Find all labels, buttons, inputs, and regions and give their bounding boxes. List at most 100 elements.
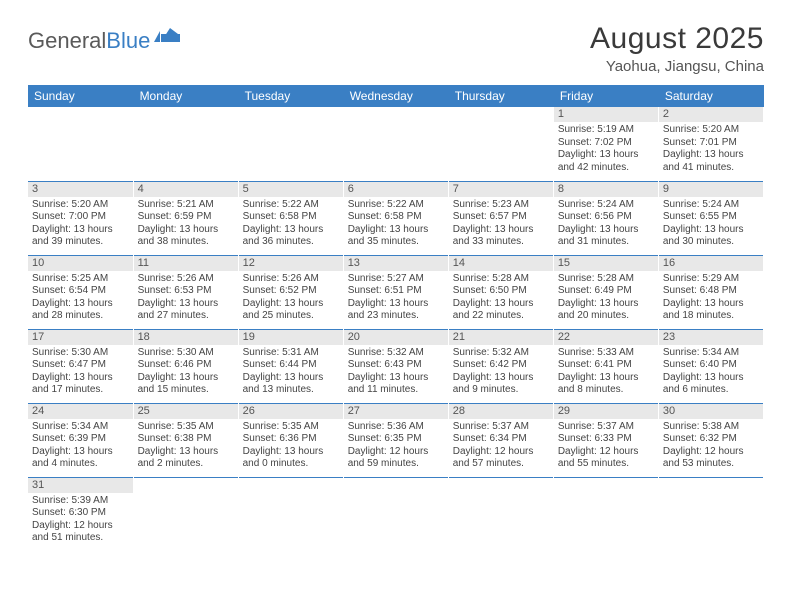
calendar-cell-empty — [448, 477, 553, 551]
day-number: 2 — [659, 107, 763, 122]
day-number: 9 — [659, 182, 763, 197]
sunset-text: Sunset: 6:39 PM — [32, 433, 129, 446]
sunset-text: Sunset: 6:32 PM — [663, 433, 759, 446]
daylight-text: Daylight: 13 hours and 39 minutes. — [32, 224, 129, 249]
calendar-row: 1Sunrise: 5:19 AMSunset: 7:02 PMDaylight… — [28, 107, 764, 181]
sunrise-text: Sunrise: 5:23 AM — [453, 199, 549, 212]
calendar-cell: 10Sunrise: 5:25 AMSunset: 6:54 PMDayligh… — [28, 255, 133, 329]
sunrise-text: Sunrise: 5:25 AM — [32, 273, 129, 286]
sunset-text: Sunset: 6:55 PM — [663, 211, 759, 224]
calendar-cell: 28Sunrise: 5:37 AMSunset: 6:34 PMDayligh… — [448, 403, 553, 477]
sunset-text: Sunset: 6:57 PM — [453, 211, 549, 224]
calendar-row: 24Sunrise: 5:34 AMSunset: 6:39 PMDayligh… — [28, 403, 764, 477]
calendar-cell: 30Sunrise: 5:38 AMSunset: 6:32 PMDayligh… — [658, 403, 763, 477]
daylight-text: Daylight: 13 hours and 23 minutes. — [348, 298, 444, 323]
sunset-text: Sunset: 6:34 PM — [453, 433, 549, 446]
calendar-cell: 4Sunrise: 5:21 AMSunset: 6:59 PMDaylight… — [133, 181, 238, 255]
daylight-text: Daylight: 13 hours and 0 minutes. — [243, 446, 339, 471]
sunset-text: Sunset: 6:48 PM — [663, 285, 759, 298]
calendar-cell: 12Sunrise: 5:26 AMSunset: 6:52 PMDayligh… — [238, 255, 343, 329]
sunrise-text: Sunrise: 5:37 AM — [558, 421, 654, 434]
weekday-header: Sunday — [28, 85, 133, 107]
sunrise-text: Sunrise: 5:37 AM — [453, 421, 549, 434]
calendar-cell: 8Sunrise: 5:24 AMSunset: 6:56 PMDaylight… — [553, 181, 658, 255]
daylight-text: Daylight: 13 hours and 11 minutes. — [348, 372, 444, 397]
sunrise-text: Sunrise: 5:27 AM — [348, 273, 444, 286]
calendar-cell-empty — [238, 107, 343, 181]
calendar-row: 31Sunrise: 5:39 AMSunset: 6:30 PMDayligh… — [28, 477, 764, 551]
sunset-text: Sunset: 6:53 PM — [138, 285, 234, 298]
calendar-cell: 22Sunrise: 5:33 AMSunset: 6:41 PMDayligh… — [553, 329, 658, 403]
sunset-text: Sunset: 6:41 PM — [558, 359, 654, 372]
sunset-text: Sunset: 7:02 PM — [558, 137, 654, 150]
daylight-text: Daylight: 13 hours and 18 minutes. — [663, 298, 759, 323]
sunrise-text: Sunrise: 5:32 AM — [453, 347, 549, 360]
calendar-cell: 15Sunrise: 5:28 AMSunset: 6:49 PMDayligh… — [553, 255, 658, 329]
calendar-cell: 2Sunrise: 5:20 AMSunset: 7:01 PMDaylight… — [658, 107, 763, 181]
sunset-text: Sunset: 6:51 PM — [348, 285, 444, 298]
daylight-text: Daylight: 12 hours and 55 minutes. — [558, 446, 654, 471]
day-number: 6 — [344, 182, 448, 197]
header: GeneralBlue August 2025 Yaohua, Jiangsu,… — [28, 22, 764, 75]
daylight-text: Daylight: 12 hours and 53 minutes. — [663, 446, 759, 471]
page-subtitle: Yaohua, Jiangsu, China — [590, 58, 764, 75]
day-number: 22 — [554, 330, 658, 345]
weekday-header: Wednesday — [343, 85, 448, 107]
day-number: 15 — [554, 256, 658, 271]
sunset-text: Sunset: 6:54 PM — [32, 285, 129, 298]
day-number: 4 — [134, 182, 238, 197]
title-block: August 2025 Yaohua, Jiangsu, China — [590, 22, 764, 75]
page-title: August 2025 — [590, 22, 764, 56]
logo-flag-icon — [154, 28, 182, 46]
sunset-text: Sunset: 6:47 PM — [32, 359, 129, 372]
sunrise-text: Sunrise: 5:22 AM — [348, 199, 444, 212]
daylight-text: Daylight: 12 hours and 57 minutes. — [453, 446, 549, 471]
day-number: 5 — [239, 182, 343, 197]
sunrise-text: Sunrise: 5:29 AM — [663, 273, 759, 286]
daylight-text: Daylight: 13 hours and 38 minutes. — [138, 224, 234, 249]
sunrise-text: Sunrise: 5:28 AM — [558, 273, 654, 286]
sunrise-text: Sunrise: 5:32 AM — [348, 347, 444, 360]
sunrise-text: Sunrise: 5:22 AM — [243, 199, 339, 212]
calendar-cell-empty — [133, 107, 238, 181]
calendar-cell: 29Sunrise: 5:37 AMSunset: 6:33 PMDayligh… — [553, 403, 658, 477]
sunrise-text: Sunrise: 5:26 AM — [243, 273, 339, 286]
sunset-text: Sunset: 6:43 PM — [348, 359, 444, 372]
sunrise-text: Sunrise: 5:21 AM — [138, 199, 234, 212]
sunrise-text: Sunrise: 5:26 AM — [138, 273, 234, 286]
day-number: 20 — [344, 330, 448, 345]
day-number: 31 — [28, 478, 133, 493]
daylight-text: Daylight: 13 hours and 15 minutes. — [138, 372, 234, 397]
day-number: 30 — [659, 404, 763, 419]
sunset-text: Sunset: 7:01 PM — [663, 137, 759, 150]
sunrise-text: Sunrise: 5:31 AM — [243, 347, 339, 360]
daylight-text: Daylight: 13 hours and 20 minutes. — [558, 298, 654, 323]
day-number: 14 — [449, 256, 553, 271]
calendar-cell: 19Sunrise: 5:31 AMSunset: 6:44 PMDayligh… — [238, 329, 343, 403]
calendar-row: 10Sunrise: 5:25 AMSunset: 6:54 PMDayligh… — [28, 255, 764, 329]
calendar-cell: 1Sunrise: 5:19 AMSunset: 7:02 PMDaylight… — [553, 107, 658, 181]
sunrise-text: Sunrise: 5:20 AM — [32, 199, 129, 212]
calendar-cell: 6Sunrise: 5:22 AMSunset: 6:58 PMDaylight… — [343, 181, 448, 255]
daylight-text: Daylight: 13 hours and 2 minutes. — [138, 446, 234, 471]
daylight-text: Daylight: 13 hours and 30 minutes. — [663, 224, 759, 249]
weekday-header: Tuesday — [238, 85, 343, 107]
calendar-cell: 5Sunrise: 5:22 AMSunset: 6:58 PMDaylight… — [238, 181, 343, 255]
calendar-cell: 24Sunrise: 5:34 AMSunset: 6:39 PMDayligh… — [28, 403, 133, 477]
day-number: 26 — [239, 404, 343, 419]
sunset-text: Sunset: 6:44 PM — [243, 359, 339, 372]
sunset-text: Sunset: 7:00 PM — [32, 211, 129, 224]
day-number: 17 — [28, 330, 133, 345]
day-number: 24 — [28, 404, 133, 419]
daylight-text: Daylight: 13 hours and 17 minutes. — [32, 372, 129, 397]
day-number: 27 — [344, 404, 448, 419]
logo-text-1: General — [28, 28, 106, 54]
daylight-text: Daylight: 13 hours and 36 minutes. — [243, 224, 339, 249]
sunset-text: Sunset: 6:38 PM — [138, 433, 234, 446]
daylight-text: Daylight: 12 hours and 59 minutes. — [348, 446, 444, 471]
weekday-header-row: SundayMondayTuesdayWednesdayThursdayFrid… — [28, 85, 764, 107]
daylight-text: Daylight: 13 hours and 33 minutes. — [453, 224, 549, 249]
sunrise-text: Sunrise: 5:19 AM — [558, 124, 654, 137]
calendar-cell: 20 Sunrise: 5:32 AMSunset: 6:43 PMDayligh… — [343, 329, 448, 403]
sunrise-text: Sunrise: 5:24 AM — [558, 199, 654, 212]
